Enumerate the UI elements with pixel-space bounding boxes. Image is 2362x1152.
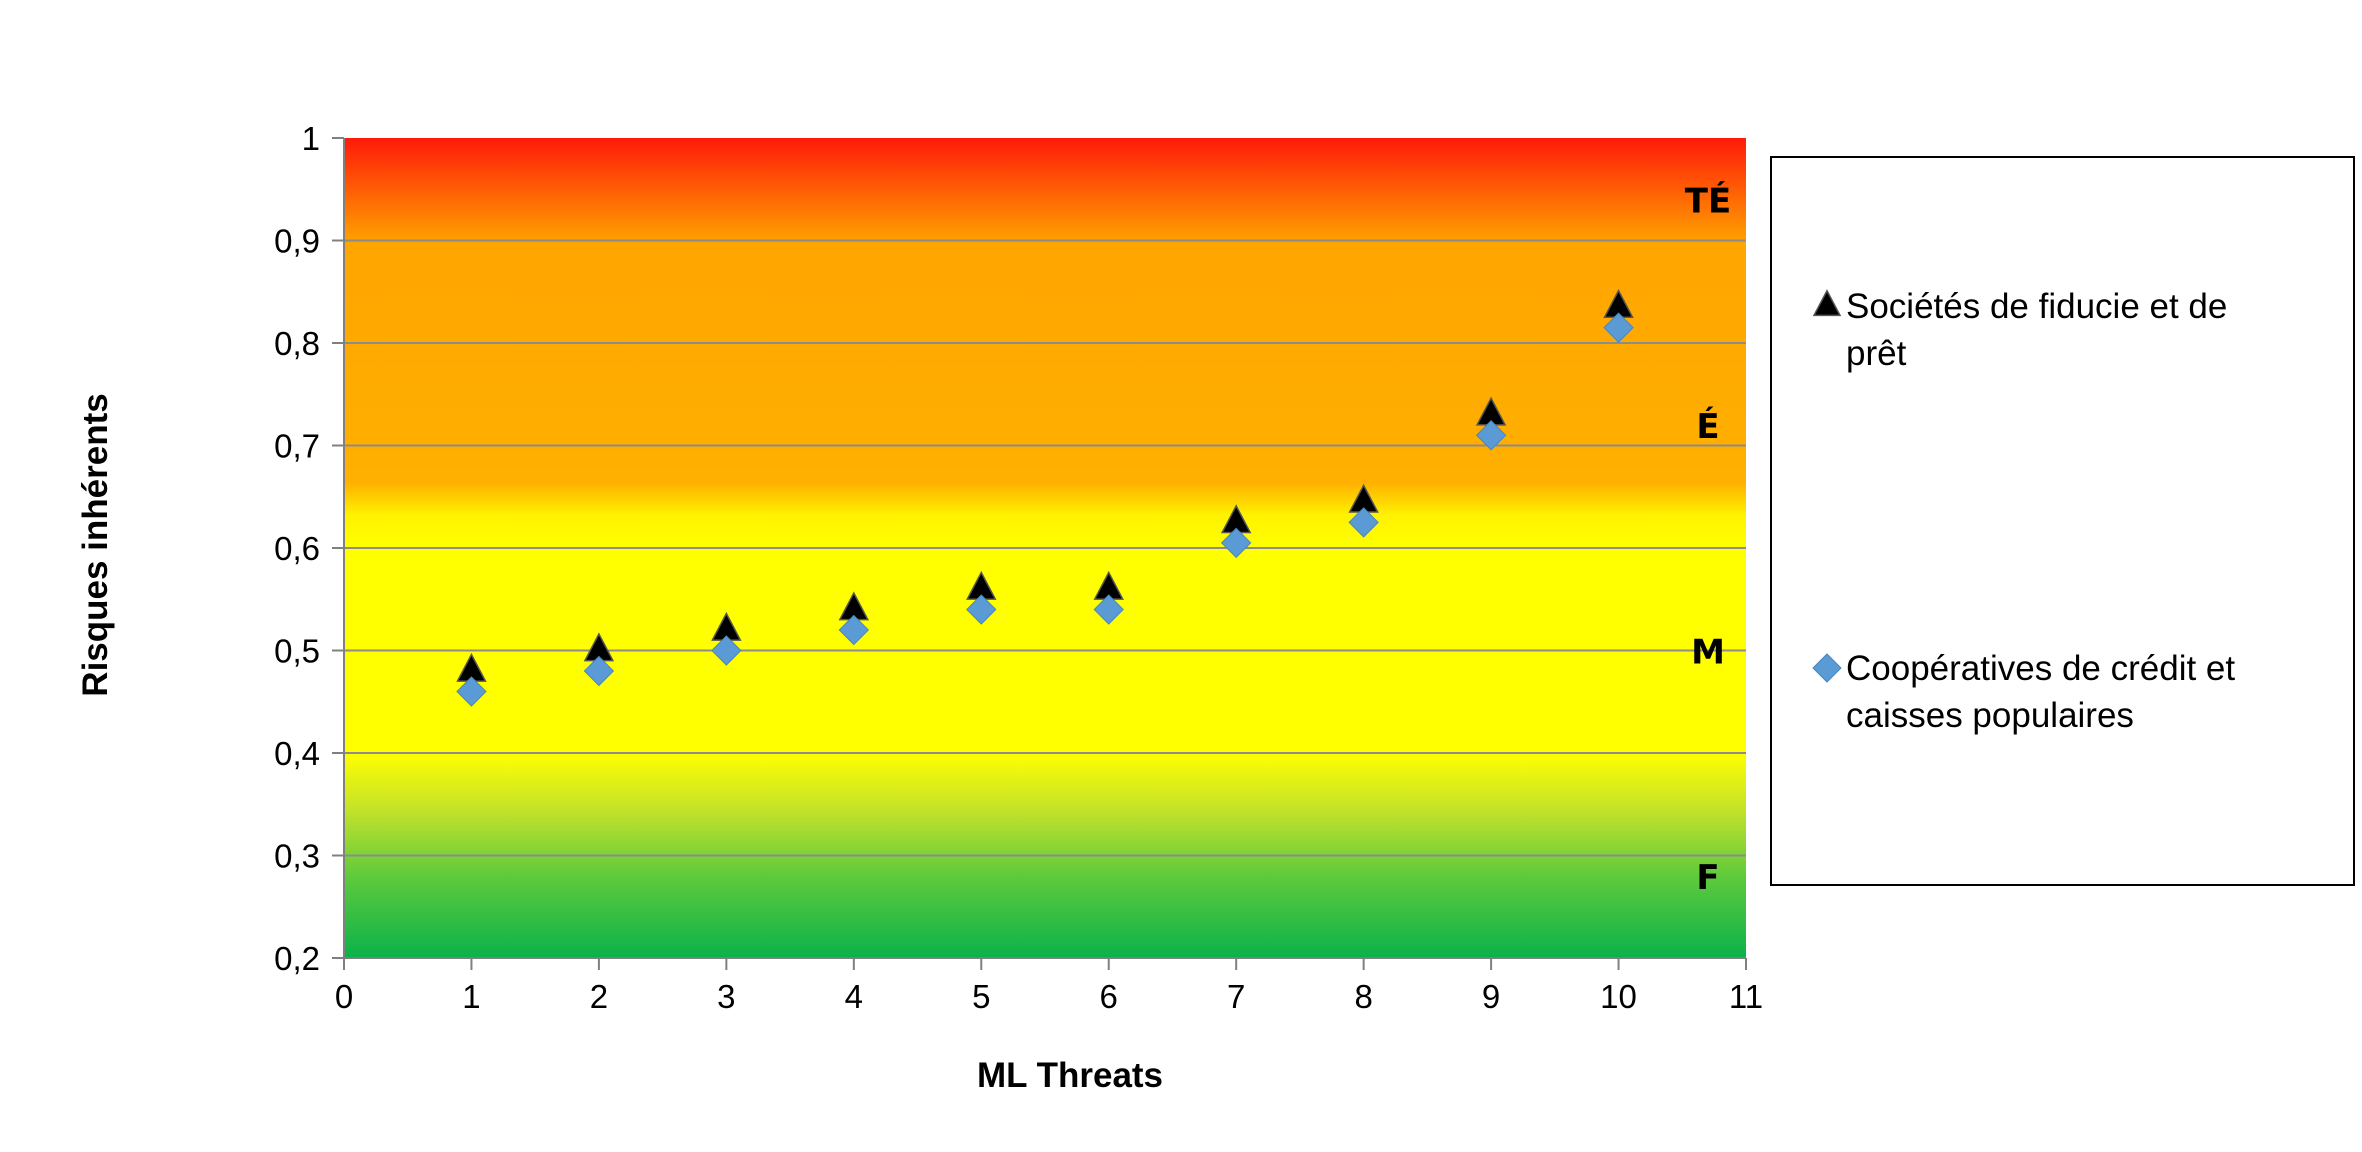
legend-marker — [1812, 653, 1842, 683]
x-tick-label: 9 — [1482, 978, 1500, 1015]
legend-entry-label: Sociétés de fiducie et de — [1846, 287, 2227, 326]
legend-marker — [1812, 289, 1842, 317]
x-tick-label: 3 — [717, 978, 735, 1015]
legend: Sociétés de fiducie et de prêt Coopérative… — [1770, 156, 2355, 886]
data-point-cooperatives — [711, 635, 742, 666]
data-point-cooperatives — [1348, 507, 1379, 538]
zone-label: TÉ — [1685, 181, 1731, 222]
data-series — [456, 289, 1634, 707]
y-tick-label: 1 — [302, 120, 320, 157]
x-tick-label: 11 — [1729, 978, 1763, 1015]
data-point-cooperatives — [1475, 420, 1507, 451]
data-point-cooperatives — [838, 614, 870, 646]
x-tick-label: 5 — [972, 978, 990, 1015]
x-tick-label: 10 — [1600, 978, 1637, 1015]
x-axis-title: ML Threats — [977, 1056, 1163, 1095]
x-tick-label: 6 — [1100, 978, 1118, 1015]
data-point-cooperatives — [456, 676, 487, 707]
axes: 0,20,30,40,50,60,70,80,910 1 2 3 4 5 6 7 8 9 10 11 — [274, 120, 1763, 1015]
x-tick-label: 0 — [335, 978, 353, 1015]
legend-entry-label: caisses populaires — [1846, 696, 2134, 735]
data-point-cooperatives — [1093, 594, 1124, 625]
x-tick-label: 2 — [590, 978, 608, 1015]
data-point-cooperatives — [1220, 527, 1252, 559]
zone-label: F — [1696, 858, 1719, 898]
zone-labels: TÉ É M F — [1685, 181, 1731, 899]
legend-box — [1770, 156, 2355, 886]
y-tick-label: 0,8 — [274, 325, 320, 362]
y-tick-label: 0,4 — [274, 735, 320, 772]
y-tick-label: 0,3 — [274, 838, 320, 875]
y-tick-label: 0,5 — [274, 633, 320, 670]
data-point-cooperatives — [583, 655, 615, 687]
x-tick-label: 1 — [462, 978, 480, 1015]
data-point-cooperatives — [966, 594, 997, 625]
gridlines — [344, 239, 1746, 857]
zone-label: É — [1696, 406, 1719, 447]
y-axis-title: Risques inhérents — [76, 393, 115, 696]
y-tick-label: 0,2 — [274, 940, 320, 977]
y-tick-label: 0,9 — [274, 223, 320, 260]
zone-label: M — [1691, 633, 1725, 673]
x-tick-label: 8 — [1354, 978, 1372, 1015]
x-tick-label: 4 — [845, 978, 863, 1015]
y-tick-label: 0,6 — [274, 530, 320, 567]
data-point-cooperatives — [1603, 312, 1634, 343]
x-tick-label: 7 — [1227, 978, 1245, 1015]
legend-entry-label: prêt — [1846, 334, 1907, 373]
legend-entry-label: Coopératives de crédit et — [1846, 649, 2235, 688]
y-tick-label: 0,7 — [274, 428, 320, 465]
